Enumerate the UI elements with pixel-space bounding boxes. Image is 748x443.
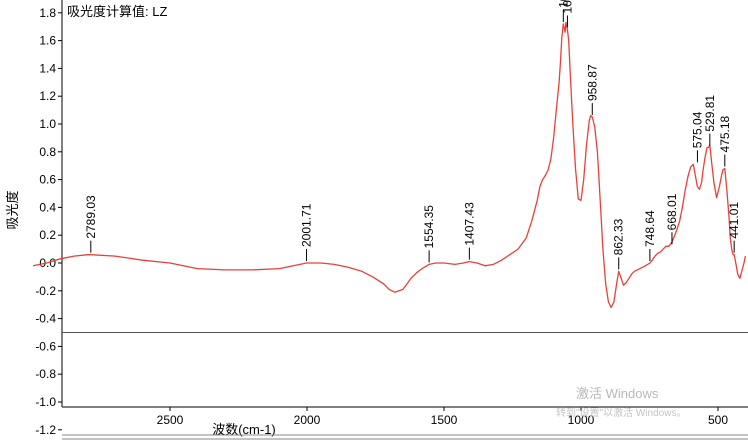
peak-label: 1049.50 (560, 0, 574, 13)
y-axis-title: 吸光度 (5, 190, 20, 229)
y-tick-label: 0.2 (39, 228, 56, 242)
peak-label: 1064.52 (556, 0, 570, 8)
activation-watermark: 激活 Windows (576, 386, 659, 401)
peak-annotations: 2789.03 2001.71 1554.35 1407.43 1064.521049.… (84, 0, 741, 270)
y-tick-label: 1.6 (39, 34, 56, 48)
peak-label: 748.64 (643, 210, 657, 247)
peak-label: 2001.71 (300, 203, 314, 247)
y-tick-label: -0.6 (35, 339, 56, 353)
peak-label: 475.18 (718, 115, 732, 152)
peak-label: 1407.43 (462, 202, 476, 246)
y-tick-label: -1.0 (35, 395, 56, 409)
activation-watermark-sub: 转到"设置"以激活 Windows。 (556, 406, 686, 419)
y-tick-label: 0.6 (39, 173, 56, 187)
peak-label: 668.01 (665, 193, 679, 230)
y-tick-label: -0.8 (35, 367, 56, 381)
x-tick-label: 1500 (431, 413, 458, 427)
chart-title: 吸光度计算值: LZ (67, 4, 167, 19)
y-tick-label: 1.4 (39, 61, 56, 75)
y-axis: 2.42.22.01.81.61.41.21.00.80.60.40.20.0-… (35, 0, 63, 437)
y-tick-label: 1.8 (39, 6, 56, 20)
x-tick-label: 1000 (568, 413, 595, 427)
y-tick-label: 0.8 (39, 145, 56, 159)
peak-label: 575.04 (690, 111, 704, 148)
peak-label: 441.01 (727, 202, 741, 239)
x-tick-label: 500 (708, 413, 728, 427)
peak-label: 1554.35 (422, 205, 436, 249)
y-tick-label: -1.2 (35, 423, 56, 437)
spectrum-line (32, 21, 747, 309)
series-layer (32, 21, 747, 309)
y-tick-label: 1.2 (39, 89, 56, 103)
x-axis-title: 波数(cm-1) (212, 422, 276, 437)
peak-label: 862.33 (612, 218, 626, 255)
peak-label: 958.87 (585, 64, 599, 101)
peak-label: 529.81 (703, 95, 717, 132)
y-tick-label: 0.4 (39, 200, 56, 214)
y-tick-label: 1.0 (39, 117, 56, 131)
y-tick-label: -0.2 (35, 284, 56, 298)
peak-label: 2789.03 (84, 195, 98, 239)
x-tick-label: 2000 (294, 413, 321, 427)
x-tick-label: 2500 (157, 413, 184, 427)
x-axis: 2500 2000 1500 1000 500 (62, 406, 748, 427)
y-tick-label: -0.4 (35, 312, 56, 326)
